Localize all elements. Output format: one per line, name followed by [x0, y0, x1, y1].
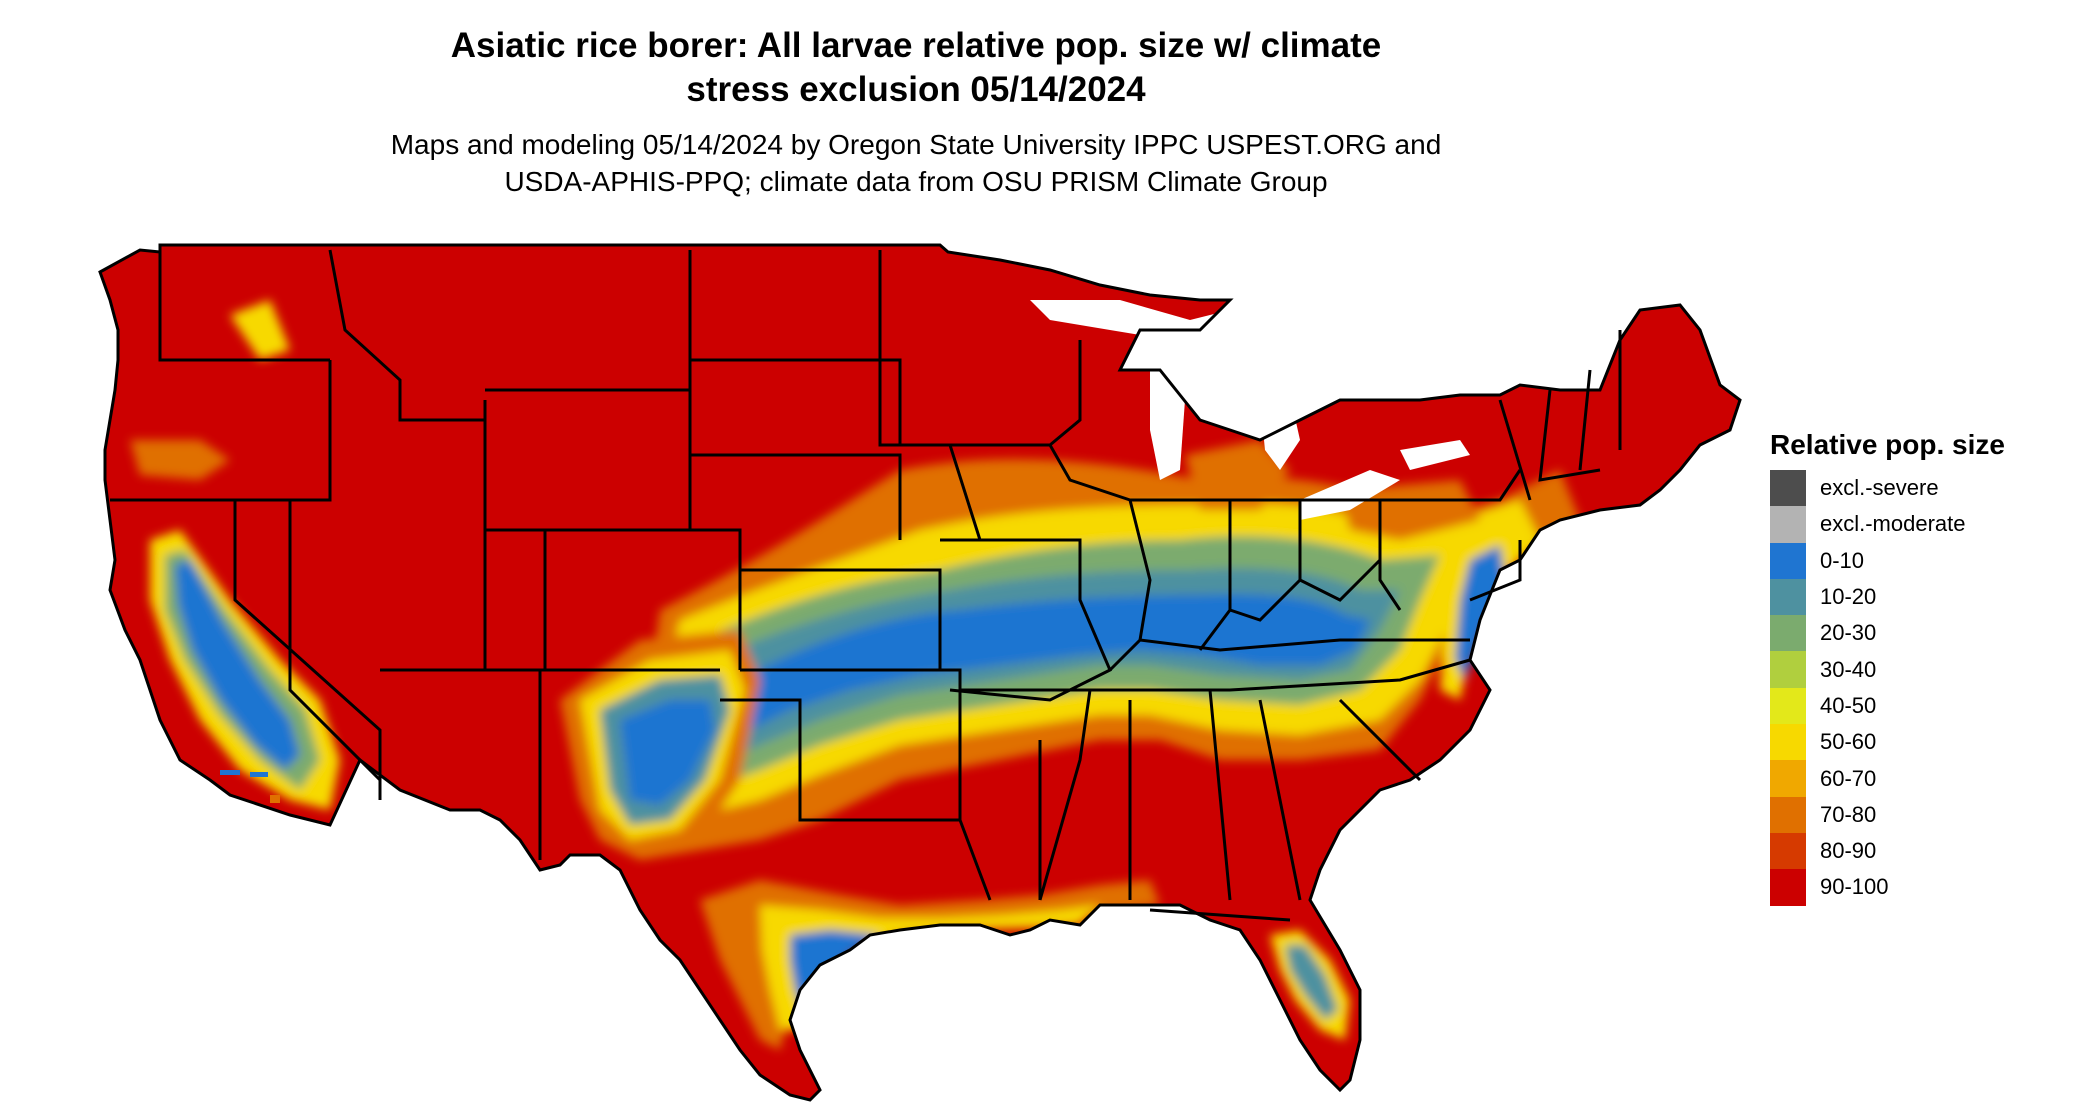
- legend-label: 70-80: [1820, 801, 1877, 827]
- legend-title: Relative pop. size: [1770, 429, 2005, 460]
- legend-item: 40-50: [1770, 687, 2005, 725]
- subtitle-line-2: USDA-APHIS-PPQ; climate data from OSU PR…: [504, 166, 1328, 197]
- legend-item: 60-70: [1770, 760, 2005, 797]
- legend-label: 50-60: [1820, 729, 1877, 755]
- legend-swatch: [1770, 832, 1806, 870]
- legend-item: excl.-severe: [1770, 470, 2005, 507]
- legend-label: 20-30: [1820, 620, 1877, 646]
- legend-swatch: [1770, 869, 1806, 906]
- legend-swatch: [1770, 724, 1806, 761]
- legend-item: excl.-moderate: [1770, 506, 2005, 543]
- legend-label: 90-100: [1820, 874, 1889, 900]
- legend-item: 70-80: [1770, 796, 2005, 833]
- legend: Relative pop. size excl.-severe excl.-mod…: [1770, 428, 2005, 906]
- legend-item: 30-40: [1770, 651, 2005, 688]
- legend-swatch: [1770, 578, 1806, 616]
- coastal-islands: [220, 770, 280, 803]
- legend-label: 80-90: [1820, 838, 1877, 864]
- title-line-1: Asiatic rice borer: All larvae relative …: [450, 26, 1382, 65]
- legend-label: 40-50: [1820, 692, 1877, 718]
- legend-swatch: [1770, 470, 1806, 507]
- legend-item: 10-20: [1770, 578, 2005, 616]
- legend-items: excl.-severe excl.-moderate 0-10 10-20 20-30…: [1770, 470, 2005, 906]
- legend-swatch: [1770, 687, 1806, 725]
- legend-swatch: [1770, 542, 1806, 579]
- legend-item: 90-100: [1770, 869, 2005, 906]
- legend-swatch: [1770, 651, 1806, 688]
- legend-label: 60-70: [1820, 765, 1877, 791]
- legend-item: 50-60: [1770, 724, 2005, 761]
- legend-label: excl.-severe: [1820, 475, 1939, 501]
- legend-label: 10-20: [1820, 584, 1877, 610]
- legend-label: 30-40: [1820, 656, 1877, 682]
- population-raster: [100, 245, 1740, 1100]
- legend-item: 20-30: [1770, 615, 2005, 652]
- legend-swatch: [1770, 506, 1806, 543]
- legend-item: 80-90: [1770, 832, 2005, 870]
- legend-label: excl.-moderate: [1820, 511, 1966, 537]
- legend-swatch: [1770, 760, 1806, 797]
- title-line-2: stress exclusion 05/14/2024: [686, 70, 1146, 109]
- legend-swatch: [1770, 615, 1806, 652]
- map-title: Asiatic rice borer: All larvae relative …: [0, 24, 1832, 112]
- legend-item: 0-10: [1770, 542, 2005, 579]
- map-subtitle: Maps and modeling 05/14/2024 by Oregon S…: [0, 126, 1832, 200]
- state-borders: [98, 243, 1742, 1102]
- legend-swatch: [1770, 796, 1806, 833]
- band-0-10: [720, 594, 1370, 740]
- legend-label: 0-10: [1820, 547, 1865, 573]
- subtitle-line-1: Maps and modeling 05/14/2024 by Oregon S…: [390, 129, 1442, 160]
